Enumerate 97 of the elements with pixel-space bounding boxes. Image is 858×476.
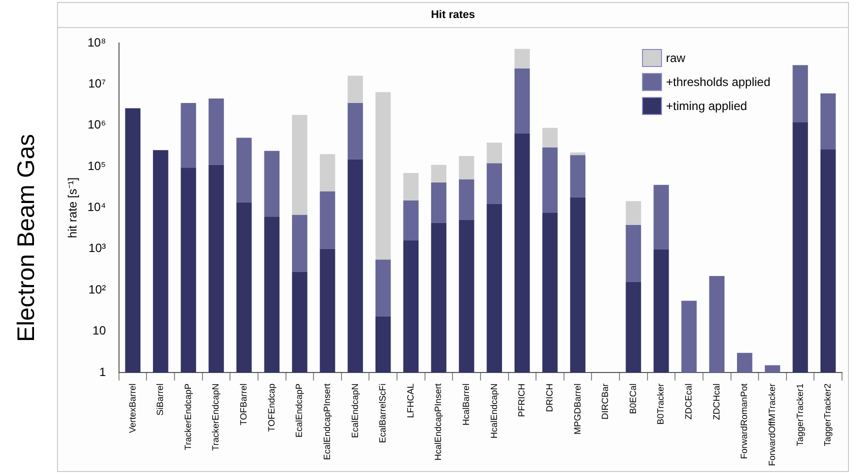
x-tick-label: ForwardRomanPot: [739, 382, 750, 460]
bar: [236, 138, 252, 202]
bar: [542, 128, 558, 148]
bar: [431, 182, 446, 223]
x-tick-label: DRICH: [544, 383, 554, 412]
x-tick-label: EcalBarrelScFi: [378, 383, 388, 444]
x-tick-label: DIRCBar: [600, 383, 610, 420]
chart-title: Hit rates: [58, 3, 848, 28]
bar: [514, 133, 530, 372]
x-tick-label: HcalBarrel: [461, 383, 472, 426]
y-tick-label: 10²: [88, 282, 106, 296]
bar: [820, 93, 836, 150]
bar: [264, 150, 280, 217]
bar: [709, 276, 724, 372]
x-tick-label: TOFBarrel: [238, 383, 249, 426]
bar: [208, 98, 224, 165]
bar: [348, 102, 363, 160]
bar: [737, 352, 752, 372]
bar: [180, 168, 196, 372]
x-tick-label: EcalEndcapPInsert: [322, 382, 332, 460]
x-tick-label: B0Tracker: [656, 383, 666, 425]
text: Electron Beam Gas: [14, 134, 42, 342]
bar: [792, 122, 808, 372]
bar: [626, 282, 642, 372]
bar: [626, 225, 642, 282]
x-tick-label: TrackerEndcapN: [210, 383, 221, 451]
x-tick-label: HcalEndcapN: [488, 383, 499, 439]
bar: [403, 240, 419, 372]
bar: [403, 172, 419, 200]
bar: [348, 76, 363, 103]
bar: [320, 154, 336, 192]
x-tick-label: SiBarrel: [155, 383, 166, 416]
bar: [431, 164, 446, 183]
y-tick-label: 1: [99, 364, 106, 379]
x-tick-label: EcalEndcapN: [350, 383, 360, 438]
y-tick-label: 10⁷: [88, 76, 106, 90]
legend-label: +thresholds applied: [666, 75, 770, 89]
bar: [320, 191, 336, 249]
bar: [626, 201, 642, 226]
x-tick-label: ForwardOffMTracker: [766, 383, 777, 466]
bar: [208, 164, 224, 372]
bar: [486, 142, 502, 164]
bar: [292, 114, 308, 215]
x-tick-label: TaggerTracker1: [794, 383, 805, 446]
bar: [486, 204, 502, 372]
bar: [403, 200, 419, 241]
bar: [570, 197, 586, 372]
bar: [125, 108, 140, 372]
bar: [681, 300, 697, 372]
bar: [375, 260, 391, 316]
bar: [792, 65, 808, 122]
x-tick-label: TaggerTracker2: [822, 383, 833, 446]
y-tick-label: 10⁵: [88, 158, 106, 173]
bar: [458, 156, 474, 180]
bar: [654, 249, 669, 372]
x-tick-label: TrackerEndcapP: [182, 383, 193, 450]
bar: [654, 184, 669, 250]
bar: [348, 159, 363, 372]
x-tick-label: ZDCEcal: [684, 383, 694, 420]
x-tick-label: HcalEndcapPInsert: [433, 382, 444, 461]
bar: [514, 48, 530, 69]
y-tick-label: 10: [92, 324, 106, 338]
bar: [236, 202, 252, 372]
bar: [486, 163, 502, 204]
x-tick-label: LFHCAL: [405, 383, 416, 418]
bar: [820, 149, 836, 372]
bar: [458, 220, 474, 372]
bar: [542, 212, 558, 372]
y-tick-label: 10⁴: [87, 200, 106, 214]
bar: [764, 365, 780, 372]
bar: [375, 316, 391, 372]
bar: [431, 222, 446, 372]
x-tick-label: VertexBarrel: [127, 383, 138, 434]
bar: [152, 150, 168, 372]
bar: [542, 148, 558, 213]
bar: [264, 216, 280, 372]
x-tick-label: EcalEndcapP: [294, 383, 304, 438]
bar: [180, 102, 196, 168]
x-tick-label: PFRICH: [516, 383, 527, 417]
bar: [320, 248, 336, 372]
y-axis-title: hit rate [s⁻¹]: [66, 177, 80, 238]
x-tick-label: MPGDBarrel: [572, 383, 582, 435]
x-tick-label: ZDCHcal: [711, 383, 722, 420]
legend-label: raw: [666, 51, 686, 65]
y-tick-label: 10³: [88, 241, 106, 256]
bar: [292, 214, 308, 272]
bar: [514, 68, 530, 134]
x-tick-label: TOFEndcap: [266, 383, 276, 432]
bar: [570, 152, 586, 156]
x-tick-label: B0ECal: [628, 383, 638, 414]
y-tick-label: 10⁶: [88, 118, 106, 132]
y-tick-label: 10⁸: [87, 35, 106, 50]
bar: [375, 92, 391, 260]
legend-label: +timing applied: [666, 99, 748, 113]
bar: [570, 155, 586, 198]
bar: [292, 272, 308, 372]
bar: [458, 179, 474, 220]
